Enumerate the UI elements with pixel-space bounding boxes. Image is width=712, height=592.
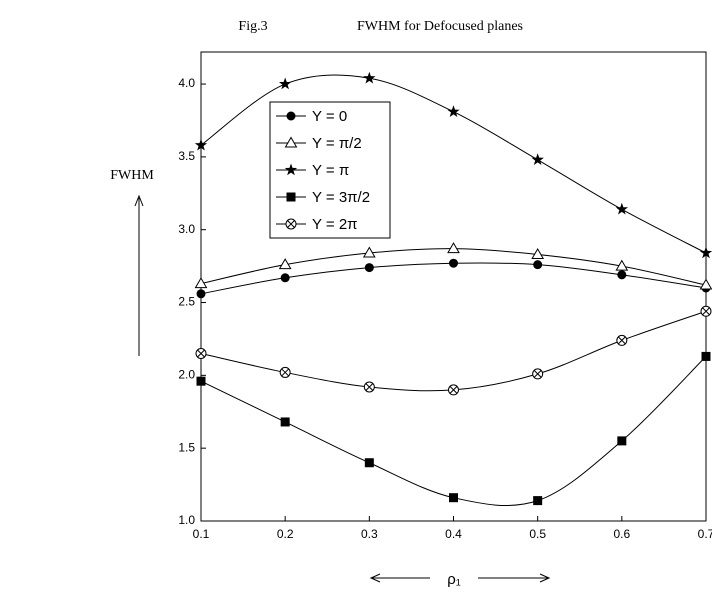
legend-label: Y = 3π/2 [312, 189, 370, 206]
y-tick-label: 3.5 [178, 149, 195, 163]
y-tick-label: 4.0 [178, 76, 195, 90]
marker-circle [365, 263, 374, 272]
y-tick-label: 2.5 [178, 295, 195, 309]
marker-part [533, 496, 542, 505]
marker-crossed-circle [364, 382, 374, 392]
legend-label: Y = 0 [312, 108, 347, 125]
marker-part [365, 458, 374, 467]
marker-part [448, 243, 459, 253]
marker-part [533, 260, 542, 269]
marker-part [365, 263, 374, 272]
marker-star [531, 153, 543, 165]
marker-part [616, 203, 628, 215]
marker-star [447, 105, 459, 117]
marker-star [616, 203, 628, 215]
x-axis-label: ρ₁ [447, 571, 461, 588]
marker-part [363, 72, 375, 84]
legend-label: Y = π [312, 162, 349, 179]
marker-crossed-circle [533, 369, 543, 379]
marker-part [279, 78, 291, 90]
marker-square [449, 493, 458, 502]
x-tick-label: 0.2 [277, 527, 294, 541]
marker-crossed-circle [449, 385, 459, 395]
figure-label: Fig.3 [238, 19, 267, 34]
marker-part [617, 436, 626, 445]
x-tick-label: 0.5 [529, 527, 546, 541]
marker-circle [197, 289, 206, 298]
x-tick-label: 0.3 [361, 527, 378, 541]
marker-part [287, 112, 296, 121]
marker-star [279, 78, 291, 90]
chart-title: FWHM for Defocused planes [357, 19, 523, 34]
marker-part [197, 377, 206, 386]
legend-label: Y = 2π [312, 216, 358, 233]
y-axis-label: FWHM [110, 168, 154, 183]
x-tick-label: 0.6 [613, 527, 630, 541]
marker-square [617, 436, 626, 445]
y-tick-label: 2.0 [178, 368, 195, 382]
page: {"chart_data": {"type": "line", "fig_lab… [0, 0, 712, 592]
legend-label: Y = π/2 [312, 135, 362, 152]
marker-part [702, 352, 711, 361]
marker-part [287, 193, 296, 202]
marker-crossed-circle [280, 367, 290, 377]
series-line [201, 356, 706, 505]
marker-circle [449, 259, 458, 268]
x-tick-label: 0.4 [445, 527, 462, 541]
marker-part [281, 273, 290, 282]
y-tick-label: 1.5 [178, 440, 195, 454]
marker-part [197, 289, 206, 298]
marker-part [531, 153, 543, 165]
marker-part [617, 270, 626, 279]
marker-part [447, 105, 459, 117]
marker-part [449, 259, 458, 268]
marker-part [281, 417, 290, 426]
marker-square [533, 496, 542, 505]
y-tick-label: 3.0 [178, 222, 195, 236]
marker-circle [287, 112, 296, 121]
y-tick-label: 1.0 [178, 513, 195, 527]
marker-crossed-circle [196, 349, 206, 359]
marker-square [197, 377, 206, 386]
marker-square [287, 193, 296, 202]
x-tick-label: 0.1 [193, 527, 210, 541]
marker-part [449, 493, 458, 502]
marker-square [281, 417, 290, 426]
series-line [201, 311, 706, 391]
marker-circle [617, 270, 626, 279]
marker-square [702, 352, 711, 361]
marker-crossed-circle [701, 306, 711, 316]
x-tick-label: 0.7 [698, 527, 712, 541]
marker-triangle-open [448, 243, 459, 253]
marker-circle [281, 273, 290, 282]
marker-square [365, 458, 374, 467]
marker-star [363, 72, 375, 84]
marker-circle [533, 260, 542, 269]
marker-crossed-circle [617, 335, 627, 345]
chart: Fig.3 FWHM for Defocused planes FWHM ρ₁ … [0, 0, 712, 592]
marker-crossed-circle [286, 219, 296, 229]
